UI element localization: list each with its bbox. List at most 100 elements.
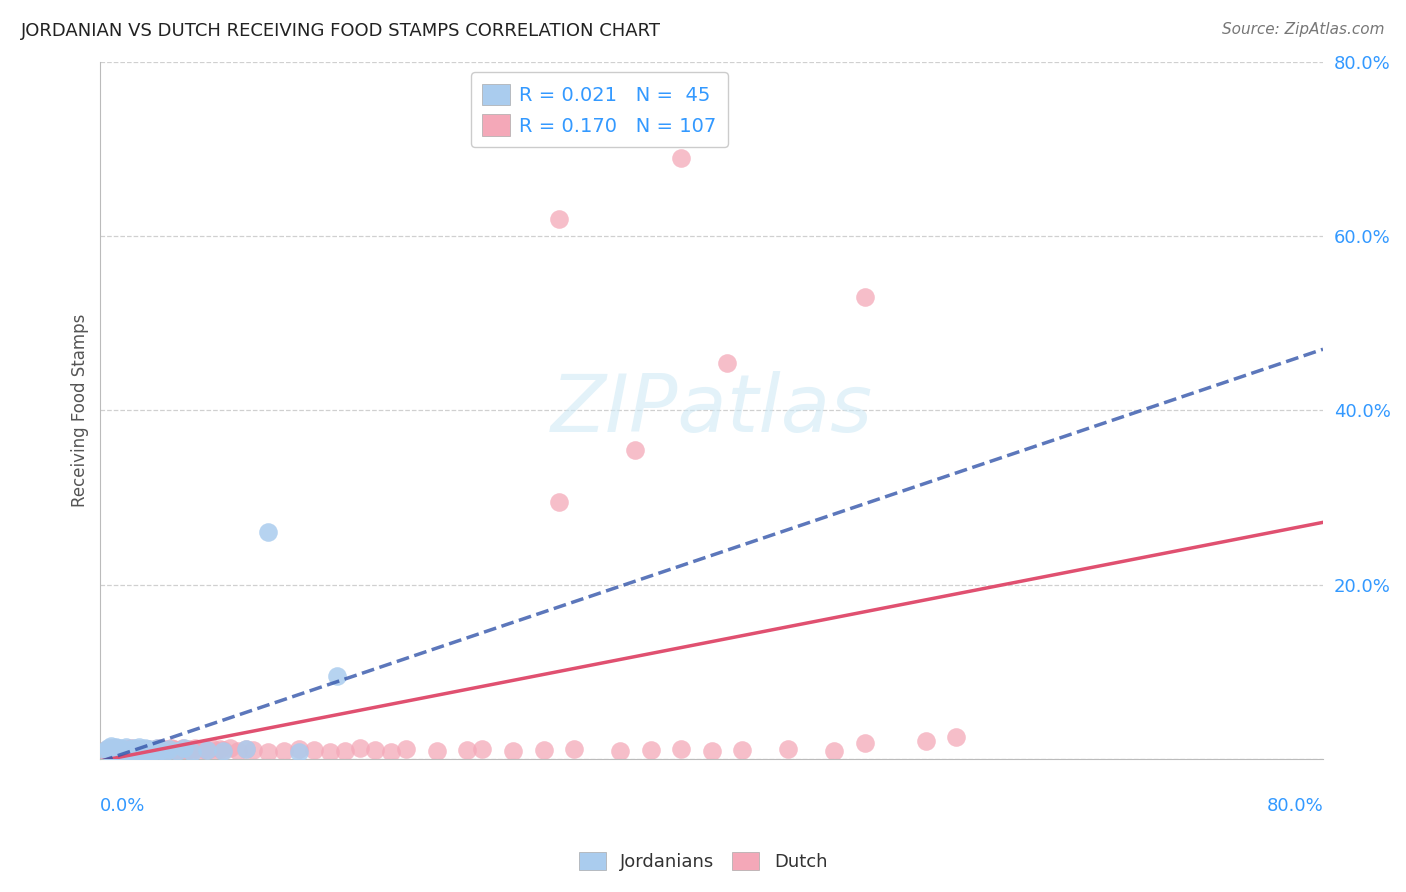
Point xyxy=(114,745,136,759)
Point xyxy=(257,525,280,540)
Point xyxy=(129,744,152,758)
Point xyxy=(139,745,162,759)
Point xyxy=(131,742,153,756)
Point xyxy=(132,745,155,759)
Point xyxy=(395,742,418,756)
Legend: R = 0.021   N =  45, R = 0.170   N = 107: R = 0.021 N = 45, R = 0.170 N = 107 xyxy=(471,72,728,147)
Point xyxy=(533,743,555,757)
Point xyxy=(145,742,167,756)
Point xyxy=(148,741,170,756)
Point xyxy=(122,745,145,759)
Point xyxy=(219,741,242,756)
Y-axis label: Receiving Food Stamps: Receiving Food Stamps xyxy=(72,314,89,508)
Point xyxy=(117,745,139,759)
Point xyxy=(112,742,135,756)
Text: ZIPatlas: ZIPatlas xyxy=(551,371,873,450)
Legend: Jordanians, Dutch: Jordanians, Dutch xyxy=(571,845,835,879)
Point xyxy=(150,743,173,757)
Point xyxy=(118,745,141,759)
Point xyxy=(101,744,124,758)
Point xyxy=(547,495,569,509)
Point xyxy=(125,746,148,760)
Point xyxy=(204,744,226,758)
Point xyxy=(136,743,159,757)
Point xyxy=(731,743,754,757)
Point xyxy=(101,744,124,758)
Point xyxy=(105,746,128,760)
Point xyxy=(117,746,139,760)
Point xyxy=(181,745,204,759)
Point xyxy=(103,742,125,756)
Point xyxy=(112,742,135,756)
Text: 0.0%: 0.0% xyxy=(100,797,146,815)
Point xyxy=(153,742,176,756)
Point xyxy=(273,744,295,758)
Point xyxy=(110,741,132,756)
Point xyxy=(349,741,371,756)
Point xyxy=(226,744,249,758)
Point xyxy=(823,744,845,758)
Point xyxy=(111,744,134,758)
Point xyxy=(159,741,181,756)
Point xyxy=(105,743,128,757)
Point xyxy=(235,742,257,756)
Point xyxy=(609,744,631,758)
Point xyxy=(135,744,157,758)
Point xyxy=(94,743,117,757)
Point xyxy=(155,745,177,759)
Point xyxy=(853,290,876,304)
Point xyxy=(146,741,169,756)
Point xyxy=(114,744,136,758)
Point xyxy=(471,742,494,756)
Point xyxy=(333,744,356,758)
Point xyxy=(107,742,129,756)
Point xyxy=(318,745,340,759)
Point xyxy=(257,745,280,759)
Point xyxy=(103,747,125,761)
Point xyxy=(163,742,186,756)
Point xyxy=(120,742,142,756)
Point xyxy=(134,746,156,760)
Point xyxy=(195,743,218,757)
Point xyxy=(456,743,478,757)
Point xyxy=(129,744,152,758)
Point xyxy=(115,744,138,758)
Point xyxy=(716,355,738,369)
Point xyxy=(142,744,165,758)
Point xyxy=(304,743,326,757)
Point xyxy=(547,211,569,226)
Point xyxy=(914,734,936,748)
Point xyxy=(132,743,155,757)
Point xyxy=(153,745,176,759)
Point xyxy=(235,742,257,756)
Point xyxy=(104,740,127,755)
Point xyxy=(101,746,124,760)
Point xyxy=(326,669,349,683)
Point xyxy=(98,745,121,759)
Point xyxy=(100,741,122,756)
Point xyxy=(364,743,387,757)
Point xyxy=(945,730,967,744)
Point xyxy=(97,741,120,756)
Point xyxy=(111,746,134,760)
Point xyxy=(640,743,662,757)
Point xyxy=(208,742,231,756)
Point xyxy=(157,743,180,757)
Point xyxy=(135,744,157,758)
Point xyxy=(122,741,145,756)
Point xyxy=(104,745,127,759)
Point xyxy=(112,747,135,761)
Point xyxy=(700,744,723,758)
Point xyxy=(128,742,150,756)
Point xyxy=(131,745,153,759)
Point xyxy=(177,742,200,756)
Point xyxy=(150,743,173,757)
Point xyxy=(105,744,128,758)
Point xyxy=(426,744,449,758)
Point xyxy=(125,743,148,757)
Point xyxy=(173,741,195,756)
Point xyxy=(142,744,165,758)
Point xyxy=(110,745,132,759)
Point xyxy=(669,742,692,756)
Point xyxy=(136,742,159,756)
